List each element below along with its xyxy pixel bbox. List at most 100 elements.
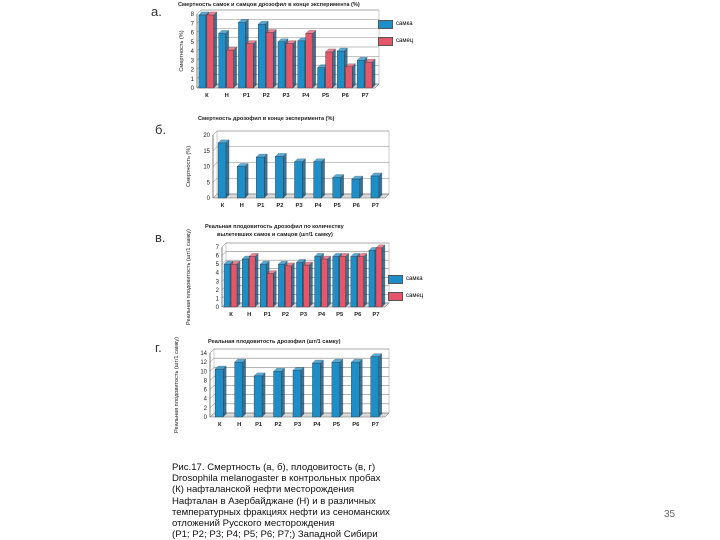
bar-самка xyxy=(332,256,339,308)
bar-side xyxy=(359,358,363,418)
gridline-diagonal xyxy=(209,403,215,409)
legend-label-male: самец xyxy=(396,38,414,44)
bar-side xyxy=(242,358,246,418)
bar-side xyxy=(291,262,295,308)
y-tick-label: 10 xyxy=(200,369,207,375)
bar-самец xyxy=(285,265,292,308)
bar-side xyxy=(223,365,227,418)
x-tick-label: Р4 xyxy=(318,312,326,318)
chart-title-line2: вылетевших самок и самцов (шт/1 самку) xyxy=(217,232,333,238)
x-tick-label: Р2 xyxy=(263,93,270,99)
x-tick-label: Р1 xyxy=(257,203,265,209)
bar-value xyxy=(273,371,282,418)
y-axis-label: Смертность (%) xyxy=(186,146,192,187)
bar-side xyxy=(345,253,349,308)
y-tick-label: 10 xyxy=(203,165,210,171)
y-tick-label: 0 xyxy=(216,305,220,311)
x-tick-label: Р6 xyxy=(352,422,360,428)
bar-самка xyxy=(314,256,321,308)
x-tick-label: Р2 xyxy=(276,203,283,209)
bar-самец xyxy=(305,33,313,89)
gridline-diagonal xyxy=(221,242,227,248)
x-tick-label: Р6 xyxy=(354,312,362,318)
caption-line: (К) нафталанской нефти месторождения xyxy=(172,484,355,496)
bar-side xyxy=(225,139,230,199)
x-tick-label: Н xyxy=(247,312,251,318)
y-tick-label: 2 xyxy=(191,68,195,74)
bar-самец xyxy=(325,51,333,89)
y-tick-label: 5 xyxy=(191,40,195,46)
gridline-diagonal xyxy=(212,146,218,151)
y-tick-label: 15 xyxy=(203,149,210,155)
x-tick-label: Р5 xyxy=(334,203,342,209)
gridline-diagonal xyxy=(209,394,215,399)
bar-value xyxy=(253,375,263,418)
bar-самец xyxy=(303,264,310,308)
bar-side xyxy=(273,29,277,89)
bar-самка xyxy=(277,41,286,89)
bar-side xyxy=(340,174,344,199)
bar-value xyxy=(370,175,380,199)
y-axis-label: Смертность (%) xyxy=(179,30,185,71)
legend-swatch-male xyxy=(388,292,403,301)
gridline-diagonal xyxy=(212,178,218,183)
x-tick-label: Р4 xyxy=(315,203,323,209)
x-tick-label: Р5 xyxy=(322,93,330,99)
bar-самка xyxy=(260,263,267,308)
bar-side xyxy=(320,359,324,418)
x-tick-label: Р3 xyxy=(282,93,290,99)
bar-самка xyxy=(368,250,376,308)
bar-side xyxy=(309,261,313,308)
gridline-diagonal xyxy=(209,376,215,381)
x-tick-label: Р7 xyxy=(372,203,379,209)
bar-самец xyxy=(375,247,383,308)
y-tick-label: 0 xyxy=(207,196,211,202)
gridline-diagonal xyxy=(212,162,218,167)
bar-самка xyxy=(296,262,303,308)
x-tick-label: Р7 xyxy=(362,93,369,99)
bar-side xyxy=(302,158,306,199)
bar-side xyxy=(213,11,218,89)
y-tick-label: 7 xyxy=(216,245,220,251)
bar-value xyxy=(292,370,302,418)
bar-value xyxy=(351,361,360,418)
y-tick-label: 3 xyxy=(216,279,220,285)
y-tick-label: 1 xyxy=(216,296,220,302)
gridline-diagonal xyxy=(212,130,218,136)
legend-swatch-male xyxy=(378,37,393,46)
y-tick-label: 14 xyxy=(200,351,207,357)
chart-mortality-by-sex: 0 1 2 3 4 5 6 7 8 Смертность самок и самцов дрозо… xyxy=(178,1,380,99)
y-tick-label: 1 xyxy=(191,77,195,83)
x-tick-label: Р4 xyxy=(302,93,310,99)
gridline-diagonal xyxy=(209,367,215,372)
y-tick-label: 6 xyxy=(191,31,195,37)
y-tick-label: 20 xyxy=(203,133,210,139)
bar-side xyxy=(233,46,237,89)
chart-mortality-total: 0 5 10 15 20 Смертность дрозофил в конце эксп… xyxy=(186,115,390,209)
x-tick-label: К xyxy=(221,203,225,209)
legend-a: самка самец xyxy=(378,20,424,54)
bar-самец xyxy=(364,61,373,89)
bar-side xyxy=(283,153,287,199)
x-tick-label: Р3 xyxy=(294,422,302,428)
bar-value xyxy=(331,361,341,418)
bar-самец xyxy=(226,49,234,89)
bar-side xyxy=(255,253,259,308)
y-tick-label: 0 xyxy=(204,415,208,421)
x-tick-label: К xyxy=(205,93,209,99)
x-tick-label: Р5 xyxy=(336,312,344,318)
y-tick-label: 6 xyxy=(216,254,220,260)
bar-side xyxy=(253,40,257,89)
x-tick-label: Р3 xyxy=(300,312,308,318)
legend-c: самка самец xyxy=(388,275,434,309)
y-tick-label: 2 xyxy=(204,406,208,412)
x-tick-label: Р1 xyxy=(264,312,272,318)
bar-самка xyxy=(223,263,231,308)
bar-value xyxy=(256,156,265,199)
x-tick-label: Р1 xyxy=(243,93,251,99)
x-tick-label: К xyxy=(218,422,222,428)
legend-swatch-female xyxy=(388,275,403,284)
bar-side xyxy=(381,244,386,308)
bar-самец xyxy=(345,66,353,89)
caption-line: (Р1; Р2; Р3; Р4; Р5; Р6; Р7;) Западной С… xyxy=(172,529,378,540)
